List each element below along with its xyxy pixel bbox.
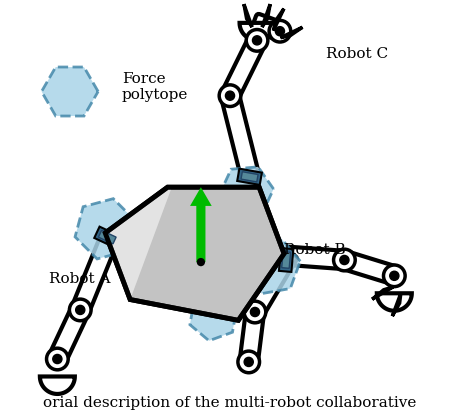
FancyBboxPatch shape <box>251 14 285 40</box>
FancyBboxPatch shape <box>239 308 263 366</box>
Circle shape <box>246 30 267 51</box>
Text: Robot B: Robot B <box>284 243 345 257</box>
FancyBboxPatch shape <box>246 249 296 319</box>
Circle shape <box>244 357 253 366</box>
Circle shape <box>269 20 290 42</box>
Polygon shape <box>105 187 171 300</box>
Circle shape <box>250 307 259 317</box>
FancyBboxPatch shape <box>339 251 398 285</box>
Circle shape <box>225 91 234 100</box>
FancyBboxPatch shape <box>220 91 257 176</box>
Circle shape <box>244 301 265 323</box>
Polygon shape <box>130 187 284 320</box>
Polygon shape <box>281 252 290 268</box>
Text: Robot C: Robot C <box>325 47 387 61</box>
Polygon shape <box>273 9 283 31</box>
Polygon shape <box>98 230 116 244</box>
Polygon shape <box>371 287 392 299</box>
Polygon shape <box>105 187 284 320</box>
Circle shape <box>275 27 284 36</box>
Circle shape <box>389 271 398 280</box>
Circle shape <box>69 299 91 321</box>
Text: Robot A: Robot A <box>50 272 111 286</box>
FancyBboxPatch shape <box>71 238 116 316</box>
Polygon shape <box>239 23 274 40</box>
Polygon shape <box>392 293 400 316</box>
Circle shape <box>53 354 62 364</box>
Circle shape <box>196 258 205 266</box>
Polygon shape <box>94 227 120 248</box>
Polygon shape <box>40 376 75 394</box>
Polygon shape <box>41 67 98 116</box>
FancyBboxPatch shape <box>221 35 265 102</box>
Text: orial description of the multi-robot collaborative: orial description of the multi-robot col… <box>43 396 416 410</box>
Polygon shape <box>242 239 300 294</box>
Polygon shape <box>243 4 252 27</box>
Polygon shape <box>219 167 273 216</box>
Polygon shape <box>262 4 269 27</box>
Circle shape <box>237 351 259 373</box>
FancyBboxPatch shape <box>49 304 89 364</box>
Polygon shape <box>280 27 302 38</box>
Circle shape <box>252 36 261 45</box>
FancyBboxPatch shape <box>284 247 347 269</box>
Text: Force
polytope: Force polytope <box>122 72 188 102</box>
Circle shape <box>333 249 354 271</box>
FancyArrow shape <box>190 187 211 262</box>
Circle shape <box>218 85 241 106</box>
Polygon shape <box>376 293 411 311</box>
Polygon shape <box>190 292 236 341</box>
Polygon shape <box>278 248 293 272</box>
Polygon shape <box>241 172 257 182</box>
Circle shape <box>383 265 404 287</box>
Circle shape <box>75 305 84 314</box>
Polygon shape <box>237 168 261 185</box>
Polygon shape <box>75 199 135 259</box>
Circle shape <box>339 255 348 265</box>
Circle shape <box>46 348 68 370</box>
